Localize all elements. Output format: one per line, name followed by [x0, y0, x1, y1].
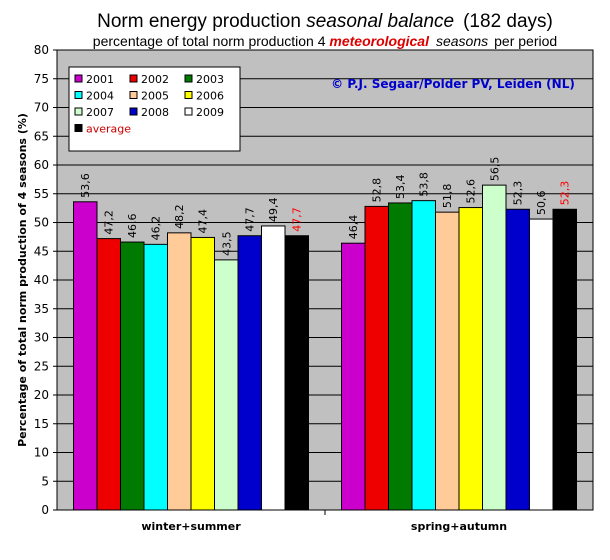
y-tick-label: 45 [34, 244, 49, 258]
legend-swatch-2003 [184, 74, 193, 83]
bar-2009-1 [529, 218, 554, 511]
subtitle-post: per period [494, 33, 557, 49]
axes: 0 5 10 15 20 25 30 35 40 45 50 55 60 65 70 75 80 winter+s… [34, 43, 507, 533]
data-label-2002-1: 52,8 [371, 178, 384, 203]
data-label-2008-1: 52,3 [512, 181, 525, 206]
legend-swatch-2008 [129, 107, 138, 116]
legend-box [68, 66, 241, 152]
legend-swatch-average [74, 124, 83, 132]
y-tick-label: 25 [34, 359, 49, 373]
y-tick-label: 50 [34, 216, 49, 230]
legend-label-2002: 2002 [141, 73, 169, 86]
data-label-2007-0: 43,5 [220, 231, 233, 256]
legend-label-2008: 2008 [141, 106, 169, 119]
y-tick-label: 75 [34, 72, 49, 86]
data-label-2001-0: 53,6 [79, 173, 92, 198]
legend-label-2004: 2004 [86, 90, 114, 103]
subtitle-pre: percentage of total norm production 4 [93, 33, 330, 49]
y-tick-label: 55 [34, 187, 49, 201]
bar-2004-1 [411, 200, 436, 511]
y-tick-label: 40 [34, 273, 49, 287]
subtitle-italic: seasons [436, 33, 488, 49]
legend-swatch-2004 [74, 91, 83, 99]
title-plain: Norm energy production [97, 11, 306, 32]
bar-2003-1 [388, 202, 413, 511]
legend-label-2007: 2007 [86, 106, 114, 119]
legend-label-2006: 2006 [196, 90, 224, 103]
data-label-2004-1: 53,8 [418, 172, 431, 197]
legend-swatch-2005 [129, 91, 138, 99]
legend-swatch-2001 [74, 74, 83, 83]
y-tick-label: 20 [34, 388, 49, 402]
data-label-2002-0: 47,2 [103, 210, 116, 235]
title-italic: seasonal balance [306, 11, 454, 32]
bar-2006-1 [458, 207, 483, 511]
bar-2008-1 [505, 208, 530, 511]
bars: 53,6 47,2 46,6 46,2 48,2 47,4 43,5 47,7 49,4 47,7… [73, 157, 577, 511]
bar-2009-0 [261, 225, 286, 511]
bar-2001-0 [73, 201, 98, 511]
data-label-2009-1: 50,6 [535, 191, 548, 216]
legend: 2001 2002 2003 2004 2005 2006 2007 2008 2009 aver… [68, 66, 241, 152]
chart-title: Norm energy production seasonal balance (… [97, 11, 553, 32]
legend-swatch-2006 [184, 91, 193, 99]
y-tick-label: 60 [34, 158, 49, 172]
legend-label-average: average [86, 123, 131, 136]
x-category-label: winter+summer [141, 520, 241, 533]
y-tick-label: 5 [41, 474, 49, 488]
data-label-2005-0: 48,2 [173, 204, 186, 229]
bar-2005-1 [435, 211, 460, 511]
data-label-2007-1: 56,5 [488, 157, 501, 182]
bar-2008-0 [237, 235, 262, 511]
bar-2006-0 [190, 236, 215, 511]
data-label-average-1: 52,3 [559, 181, 572, 206]
legend-entries: 2001 2002 2003 2004 2005 2006 2007 2008 2009 aver… [74, 73, 224, 136]
data-label-2008-0: 47,7 [244, 207, 257, 232]
y-axis-label: Percentage of total norm production of 4… [16, 113, 29, 447]
y-tick-label: 10 [34, 446, 49, 460]
y-tick-label: 35 [34, 302, 49, 316]
legend-swatch-2007 [74, 107, 83, 116]
bar-2003-0 [120, 241, 145, 511]
bar-2005-0 [167, 232, 192, 511]
data-label-2003-1: 53,4 [394, 174, 407, 199]
bar-2007-0 [214, 259, 239, 511]
y-tick-label: 15 [34, 417, 49, 431]
legend-swatch-2002 [129, 74, 138, 83]
data-label-2003-0: 46,6 [126, 214, 139, 239]
legend-swatch-2009 [184, 107, 193, 116]
data-label-2006-1: 52,6 [465, 179, 478, 204]
copyright-annotation: © P.J. Segaar/Polder PV, Leiden (NL) [331, 77, 575, 91]
bar-2004-0 [143, 243, 168, 511]
legend-label-2003: 2003 [196, 73, 224, 86]
legend-label-2001: 2001 [86, 73, 114, 86]
y-tick-label: 30 [34, 331, 49, 345]
data-label-2006-0: 47,4 [197, 209, 210, 234]
y-tick-label: 0 [41, 503, 49, 517]
data-label-2001-1: 46,4 [347, 215, 360, 240]
title-tail: (182 days) [463, 11, 553, 32]
bar-average-0 [284, 235, 309, 511]
legend-label-2005: 2005 [141, 90, 169, 103]
bar-average-1 [552, 208, 577, 511]
data-label-2005-1: 51,8 [441, 184, 454, 209]
bar-2001-1 [341, 242, 366, 511]
x-category-label: spring+autumn [411, 520, 507, 533]
bar-2007-1 [482, 184, 507, 511]
chart-subtitle: percentage of total norm production 4 me… [93, 33, 557, 49]
bar-2002-1 [364, 205, 389, 511]
subtitle-emph: meteorological [329, 33, 430, 49]
data-label-average-0: 47,7 [291, 207, 304, 232]
data-label-2004-0: 46,2 [150, 216, 163, 241]
y-tick-label: 65 [34, 129, 49, 143]
legend-label-2009: 2009 [196, 106, 224, 119]
y-tick-label: 80 [34, 43, 49, 57]
bar-2002-0 [96, 238, 121, 511]
y-tick-label: 70 [34, 101, 49, 115]
data-label-2009-0: 49,4 [267, 197, 280, 222]
